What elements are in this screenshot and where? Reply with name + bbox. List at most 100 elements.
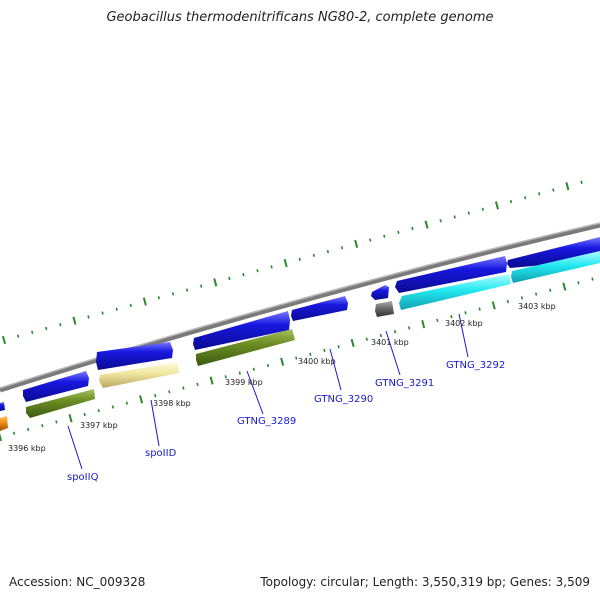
- major-tick: [491, 301, 496, 310]
- minor-tick: [549, 288, 552, 292]
- minor-tick: [45, 326, 48, 331]
- major-tick: [213, 278, 218, 287]
- kbp-label: 3397 kbp: [80, 421, 118, 430]
- minor-tick: [238, 371, 241, 375]
- minor-tick: [509, 199, 513, 204]
- gene-label-leaders: [67, 313, 469, 470]
- minor-tick: [312, 253, 316, 258]
- gene-arrow[interactable]: [0, 416, 8, 431]
- major-tick: [72, 316, 77, 325]
- minor-tick: [242, 272, 245, 277]
- minor-tick: [87, 315, 90, 319]
- minor-tick: [224, 375, 227, 379]
- minor-tick: [411, 226, 414, 231]
- minor-tick: [157, 296, 161, 300]
- major-tick: [139, 395, 144, 404]
- minor-tick: [383, 234, 386, 238]
- gene-arrow[interactable]: [395, 256, 507, 293]
- minor-tick: [168, 390, 171, 394]
- minor-tick: [196, 382, 199, 387]
- gene-label-gtng-3291[interactable]: GTNG_3291: [375, 378, 434, 389]
- minor-tick: [520, 296, 524, 300]
- major-tick: [0, 432, 2, 442]
- kbp-label: 3396 kbp: [8, 444, 46, 453]
- kbp-label: 3398 kbp: [153, 399, 191, 408]
- minor-tick: [591, 277, 594, 281]
- minor-tick: [182, 386, 185, 390]
- major-tick: [142, 297, 147, 306]
- minor-tick: [580, 180, 583, 185]
- minor-tick: [534, 292, 538, 296]
- minor-tick: [478, 307, 481, 311]
- major-tick: [421, 320, 426, 329]
- minor-tick: [369, 238, 372, 242]
- genome-backbone: [0, 222, 600, 393]
- kbp-label: 3402 kbp: [445, 319, 483, 328]
- gene-arrow[interactable]: [511, 251, 600, 283]
- minor-tick: [101, 311, 104, 315]
- inner-tick-row: [0, 277, 594, 442]
- minor-tick: [41, 424, 44, 428]
- gene-label-gtng-3292[interactable]: GTNG_3292: [446, 360, 505, 371]
- major-tick: [565, 182, 570, 191]
- minor-tick: [154, 393, 157, 398]
- gene-arrow[interactable]: [193, 311, 290, 350]
- minor-tick: [379, 333, 383, 338]
- gene-label-gtng-3289[interactable]: GTNG_3289: [237, 416, 296, 427]
- minor-tick: [577, 281, 580, 285]
- minor-tick: [266, 363, 270, 368]
- gene-arrow[interactable]: [399, 274, 511, 310]
- gene-label-group: spoIIQ spoIID GTNG_3289 GTNG_3290 GTNG_3…: [67, 360, 505, 483]
- minor-tick: [506, 299, 509, 304]
- minor-tick: [464, 311, 467, 315]
- minor-tick: [298, 257, 301, 261]
- minor-tick: [365, 337, 368, 341]
- gene-arrow[interactable]: [291, 296, 348, 321]
- minor-tick: [12, 431, 16, 435]
- major-tick: [424, 220, 429, 229]
- minor-tick: [450, 314, 453, 319]
- major-tick: [209, 376, 214, 385]
- minor-tick: [309, 352, 312, 356]
- gene-arrow[interactable]: [99, 362, 179, 388]
- minor-tick: [256, 269, 259, 273]
- minor-tick: [538, 192, 541, 196]
- gene-arrow[interactable]: [96, 342, 173, 370]
- minor-tick: [467, 211, 470, 215]
- minor-tick: [340, 246, 344, 250]
- minor-tick: [115, 307, 118, 311]
- minor-tick: [59, 322, 62, 327]
- minor-tick: [552, 188, 555, 192]
- minor-tick: [27, 427, 30, 432]
- kbp-label: 3403 kbp: [518, 302, 556, 311]
- gene-arrow[interactable]: [196, 329, 295, 366]
- gene-arrow[interactable]: [26, 389, 95, 418]
- minor-tick: [171, 292, 175, 296]
- kbp-label: 3401 kbp: [371, 338, 409, 347]
- minor-tick: [97, 409, 100, 413]
- minor-tick: [523, 196, 527, 200]
- gene-arrow[interactable]: [375, 301, 394, 317]
- minor-tick: [185, 288, 189, 292]
- gene-arrow[interactable]: [371, 285, 389, 300]
- gene-label-spoiid[interactable]: spoIID: [145, 448, 177, 459]
- minor-tick: [453, 215, 456, 219]
- minor-tick: [55, 420, 58, 424]
- minor-tick: [252, 367, 256, 371]
- major-tick: [354, 239, 359, 248]
- kbp-label-group: 3396 kbp 3397 kbp 3398 kbp 3399 kbp 3400…: [8, 302, 556, 453]
- minor-tick: [295, 356, 298, 360]
- reverse-strand-genes: [0, 251, 600, 431]
- accession-label: Accession: NC_009328: [9, 575, 146, 589]
- gene-arrow[interactable]: [0, 402, 5, 411]
- major-tick: [283, 258, 288, 268]
- forward-strand-genes: [0, 237, 600, 411]
- major-tick: [562, 282, 567, 291]
- minor-tick: [436, 318, 439, 323]
- gene-arrow[interactable]: [23, 371, 89, 402]
- minor-tick: [16, 334, 20, 338]
- gene-label-gtng-3290[interactable]: GTNG_3290: [314, 394, 373, 405]
- major-tick: [280, 357, 285, 366]
- gene-label-spoiiq[interactable]: spoIIQ: [67, 472, 99, 483]
